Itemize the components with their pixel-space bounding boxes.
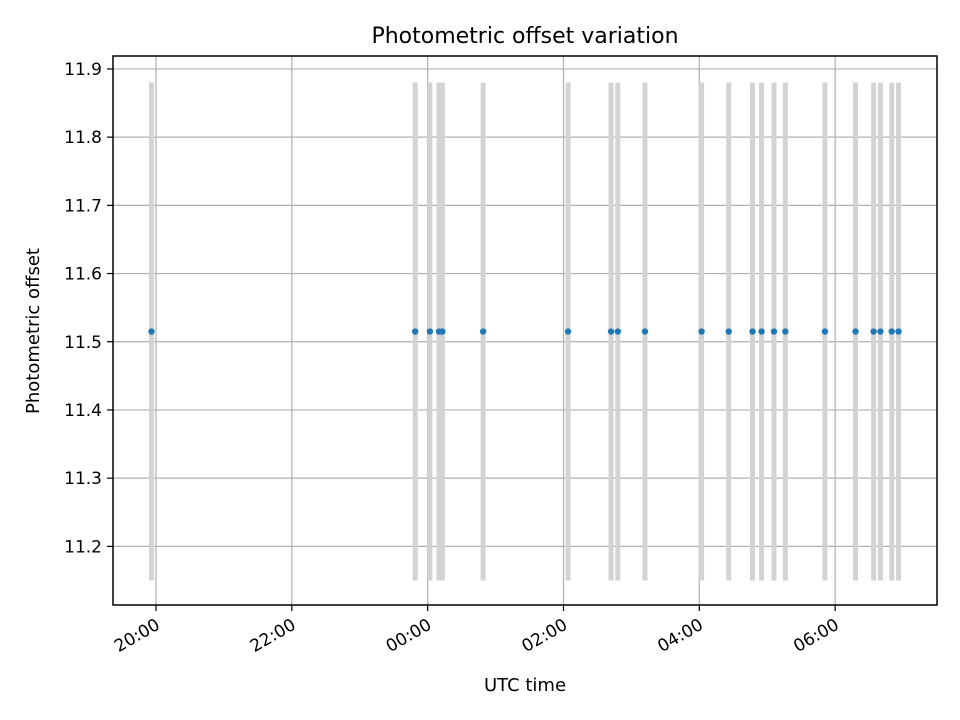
- data-point: [770, 328, 778, 335]
- y-tick-label: 11.2: [64, 537, 102, 557]
- data-point: [439, 328, 446, 335]
- data-point: [877, 328, 884, 335]
- plot-background: [113, 56, 937, 605]
- y-tick-label: 11.3: [64, 469, 102, 489]
- data-point: [564, 328, 572, 335]
- data-point: [758, 328, 765, 335]
- data-point: [821, 328, 829, 335]
- y-tick-label: 11.7: [64, 196, 102, 216]
- x-tick-label: 02:00: [519, 615, 571, 657]
- data-point: [870, 328, 877, 335]
- y-tick-label: 11.8: [64, 128, 102, 148]
- data-point: [479, 328, 487, 335]
- data-point: [614, 328, 622, 335]
- y-tick-label: 11.4: [64, 401, 102, 421]
- y-axis-label: Photometric offset: [23, 248, 44, 414]
- data-points: [148, 328, 902, 335]
- data-point: [426, 328, 434, 335]
- y-tick-label: 11.9: [64, 60, 102, 80]
- y-axis-ticks: 11.2 11.3 11.4 11.5 11.6 11.7 11.8 11.9: [64, 60, 113, 557]
- y-tick-label: 11.5: [64, 333, 102, 353]
- x-axis-ticks: 20:00 22:00 00:00 02:00 04:00 06:00: [111, 605, 843, 657]
- data-point: [725, 328, 732, 335]
- x-tick-label: 04:00: [654, 615, 706, 657]
- data-point: [888, 328, 895, 335]
- chart-title: Photometric offset variation: [371, 24, 678, 49]
- data-point: [148, 328, 155, 335]
- data-point: [782, 328, 789, 335]
- data-point: [607, 328, 615, 335]
- x-axis-label: UTC time: [484, 675, 566, 696]
- x-tick-label: 20:00: [111, 615, 163, 657]
- x-tick-label: 06:00: [790, 615, 842, 657]
- data-point: [641, 328, 649, 335]
- x-tick-label: 22:00: [247, 615, 299, 657]
- grid: [113, 56, 937, 605]
- plot-frame: [112, 55, 938, 606]
- data-point: [412, 328, 419, 335]
- data-point: [698, 328, 705, 335]
- data-point: [749, 328, 756, 335]
- y-tick-label: 11.6: [64, 265, 102, 285]
- data-point: [895, 328, 902, 335]
- x-tick-label: 00:00: [383, 615, 435, 657]
- data-point: [852, 328, 859, 335]
